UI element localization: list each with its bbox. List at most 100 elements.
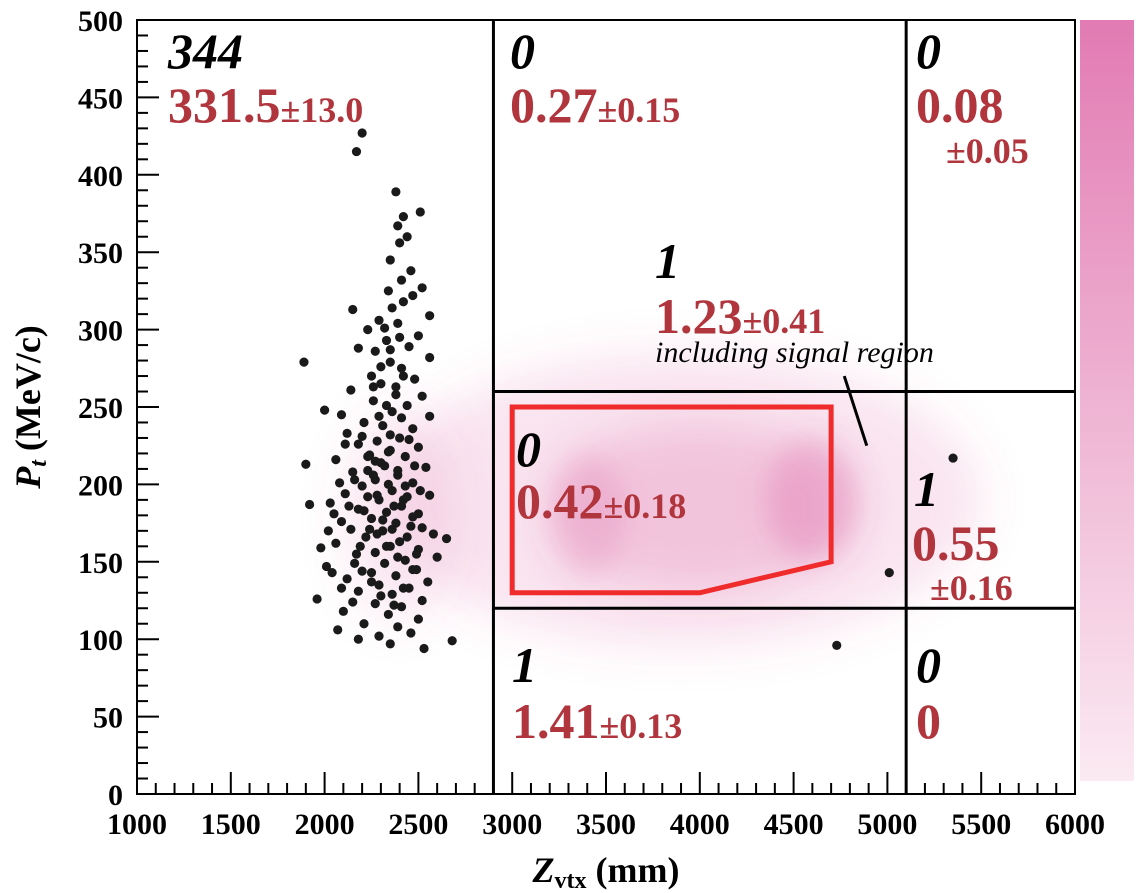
region-estimate-bottom-middle: 1.41±0.13 (512, 693, 682, 749)
data-point (413, 442, 423, 452)
data-point (325, 498, 335, 508)
data-point (372, 436, 382, 446)
data-point (363, 492, 373, 502)
data-point (370, 456, 380, 466)
data-point (327, 568, 337, 578)
data-point (370, 346, 380, 356)
data-point (406, 266, 416, 276)
data-point (381, 541, 392, 551)
region-error-mid-right: ±0.16 (930, 568, 1013, 608)
data-point (357, 566, 367, 576)
data-point (417, 283, 427, 293)
data-point (336, 516, 347, 527)
data-point (361, 532, 371, 542)
data-point (411, 549, 422, 559)
data-point (299, 357, 309, 367)
data-point (374, 631, 384, 641)
data-point (419, 643, 429, 654)
y-tick-label: 200 (78, 469, 123, 502)
data-point (417, 595, 427, 606)
data-point (884, 568, 894, 578)
data-point (338, 606, 348, 616)
data-point (410, 374, 420, 384)
data-point (417, 391, 427, 401)
data-point (391, 187, 401, 197)
data-point (355, 541, 365, 551)
y-tick-label: 50 (93, 702, 123, 735)
data-point (404, 434, 414, 445)
estimate-value: 1.41 (512, 693, 600, 749)
data-point (336, 410, 347, 420)
data-point (393, 552, 403, 562)
data-point (387, 407, 397, 417)
data-point (408, 512, 418, 522)
x-tick-label: 1000 (107, 808, 167, 841)
data-point (359, 619, 369, 629)
y-tick-label: 250 (78, 392, 123, 425)
data-point (385, 255, 395, 265)
data-point (393, 318, 403, 329)
y-tick-label: 300 (78, 315, 123, 348)
data-point (353, 343, 363, 353)
data-point (389, 600, 399, 610)
data-point (406, 628, 416, 638)
data-point (357, 128, 367, 138)
data-point (413, 614, 423, 624)
region-estimate-middle-wide: 1.23±0.41 (655, 288, 825, 344)
data-point (383, 609, 393, 620)
estimate-error: ±13.0 (281, 90, 364, 130)
y-tick-label: 0 (108, 779, 123, 812)
data-point (359, 417, 369, 428)
region-estimate-top-middle: 0.27±0.15 (510, 77, 680, 133)
estimate-value: 331.5 (168, 77, 281, 133)
estimate-value: 1.23 (655, 288, 743, 344)
x-tick-label: 4500 (764, 808, 824, 841)
data-point (363, 451, 373, 462)
data-point (408, 564, 418, 575)
data-point (396, 413, 407, 423)
region-estimate-top-right: 0.08 (916, 77, 1004, 133)
x-axis: 1000 1500 2000 2500 3000 3500 4000 4500 5000 5500… (107, 772, 1105, 841)
data-point (301, 459, 311, 469)
data-point (408, 424, 418, 434)
x-tick-label: 4000 (670, 808, 730, 841)
data-point (353, 586, 363, 596)
data-point (400, 555, 410, 565)
data-point (389, 501, 399, 511)
data-point (374, 315, 384, 325)
estimate-error: ±0.15 (598, 90, 681, 130)
y-tick-label: 350 (78, 237, 123, 270)
data-points (299, 128, 958, 654)
data-point (331, 538, 341, 548)
data-point (340, 439, 350, 449)
data-point (350, 475, 360, 485)
x-tick-label: 2500 (388, 808, 448, 841)
data-point (353, 634, 363, 644)
data-point (417, 523, 427, 533)
data-point (380, 558, 390, 568)
data-point (346, 385, 356, 395)
data-point (353, 439, 363, 449)
x-tick-label: 5500 (951, 808, 1011, 841)
data-point (329, 509, 339, 519)
estimate-error: ±0.18 (604, 486, 687, 526)
data-point (378, 515, 388, 525)
region-boundaries (491, 20, 1075, 794)
data-point (408, 290, 418, 301)
estimate-error: ±0.41 (743, 301, 826, 341)
region-count-signal: 0 (516, 421, 541, 477)
data-point (372, 490, 382, 500)
data-point (441, 533, 452, 544)
region-count-top-middle: 0 (510, 23, 535, 79)
data-point (368, 382, 378, 392)
data-point (366, 371, 377, 381)
data-point (370, 547, 380, 558)
data-point (374, 580, 384, 590)
data-point (398, 495, 408, 505)
data-point (385, 430, 395, 440)
density-blob (549, 453, 625, 578)
region-count-left: 344 (167, 23, 243, 79)
data-point (376, 591, 386, 601)
data-point (348, 597, 358, 607)
data-point (370, 598, 380, 609)
